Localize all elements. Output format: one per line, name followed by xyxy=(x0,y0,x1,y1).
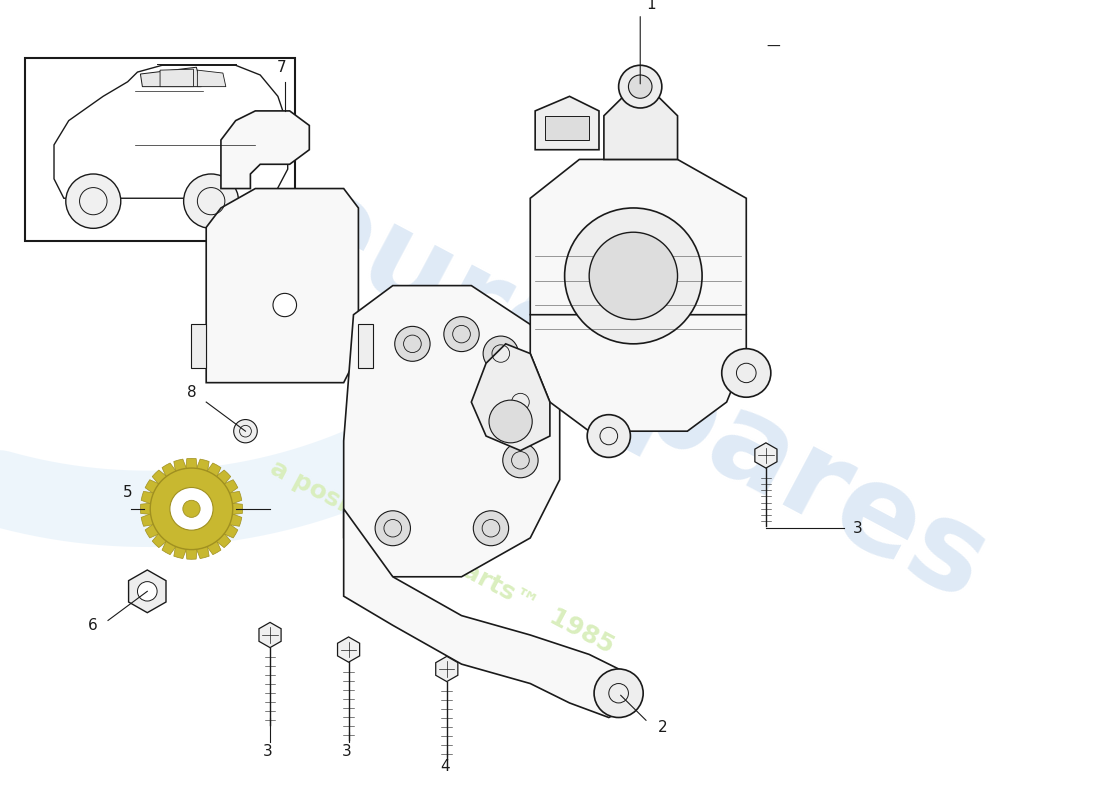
Circle shape xyxy=(503,443,538,478)
Polygon shape xyxy=(217,534,231,548)
Circle shape xyxy=(184,174,239,228)
Circle shape xyxy=(273,294,297,317)
Circle shape xyxy=(503,385,538,419)
Polygon shape xyxy=(338,637,360,662)
Polygon shape xyxy=(197,459,209,471)
Polygon shape xyxy=(343,286,560,577)
Polygon shape xyxy=(232,503,242,514)
Polygon shape xyxy=(258,622,282,648)
Polygon shape xyxy=(186,458,197,469)
Polygon shape xyxy=(471,344,550,450)
Circle shape xyxy=(483,336,518,371)
Polygon shape xyxy=(152,470,166,484)
Polygon shape xyxy=(145,524,158,538)
Text: 3: 3 xyxy=(342,744,352,759)
Polygon shape xyxy=(206,189,359,382)
Circle shape xyxy=(375,510,410,546)
Circle shape xyxy=(564,208,702,344)
Text: 6: 6 xyxy=(88,618,98,633)
Polygon shape xyxy=(217,470,231,484)
Circle shape xyxy=(587,414,630,458)
Polygon shape xyxy=(141,503,151,514)
Polygon shape xyxy=(207,541,221,554)
Polygon shape xyxy=(162,463,176,477)
Circle shape xyxy=(618,66,662,108)
Text: 3: 3 xyxy=(263,744,273,759)
Polygon shape xyxy=(207,463,221,477)
Polygon shape xyxy=(530,314,746,431)
Polygon shape xyxy=(230,491,242,504)
Text: —: — xyxy=(766,40,780,54)
Polygon shape xyxy=(359,325,373,368)
Polygon shape xyxy=(755,443,777,468)
Circle shape xyxy=(138,582,157,601)
Circle shape xyxy=(183,500,200,518)
Polygon shape xyxy=(186,550,197,559)
Polygon shape xyxy=(129,570,166,613)
Circle shape xyxy=(151,468,233,550)
Circle shape xyxy=(395,326,430,362)
Polygon shape xyxy=(343,509,628,718)
Polygon shape xyxy=(221,111,309,189)
Circle shape xyxy=(233,419,257,443)
Text: 7: 7 xyxy=(277,60,286,75)
Polygon shape xyxy=(224,524,238,538)
Bar xyxy=(544,116,590,140)
Text: 2: 2 xyxy=(658,720,668,735)
Text: 5: 5 xyxy=(123,485,132,500)
Polygon shape xyxy=(141,491,154,504)
Polygon shape xyxy=(191,325,206,368)
Circle shape xyxy=(443,317,480,352)
Polygon shape xyxy=(174,459,186,471)
Circle shape xyxy=(490,400,532,443)
Bar xyxy=(24,58,295,241)
Circle shape xyxy=(66,174,121,228)
Text: a positive car parts™  1985: a positive car parts™ 1985 xyxy=(266,456,618,658)
Polygon shape xyxy=(197,546,209,558)
Circle shape xyxy=(594,669,643,718)
Circle shape xyxy=(722,349,771,398)
Text: 3: 3 xyxy=(852,521,862,536)
Polygon shape xyxy=(436,656,458,682)
Polygon shape xyxy=(145,480,158,494)
Polygon shape xyxy=(162,541,176,554)
Polygon shape xyxy=(141,67,201,86)
Polygon shape xyxy=(604,96,678,159)
Polygon shape xyxy=(141,514,154,526)
Polygon shape xyxy=(230,514,242,526)
Circle shape xyxy=(473,510,508,546)
Polygon shape xyxy=(152,534,166,548)
Text: 8: 8 xyxy=(187,386,196,400)
Polygon shape xyxy=(536,96,600,150)
Text: 1: 1 xyxy=(646,0,656,12)
Polygon shape xyxy=(174,546,186,558)
Text: 4: 4 xyxy=(440,759,450,774)
Text: eurospares: eurospares xyxy=(270,159,1006,626)
Polygon shape xyxy=(530,159,746,354)
Circle shape xyxy=(590,232,678,319)
Polygon shape xyxy=(161,69,194,86)
Circle shape xyxy=(628,75,652,98)
Polygon shape xyxy=(224,480,238,494)
Polygon shape xyxy=(197,70,226,86)
Circle shape xyxy=(169,487,213,530)
